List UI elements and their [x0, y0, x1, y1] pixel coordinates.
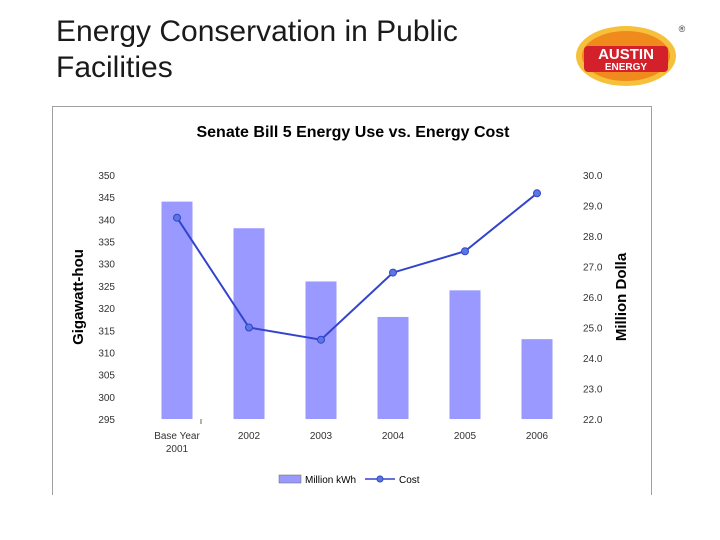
bar — [161, 201, 193, 419]
x-tick-labels: Base Year 2001 2002 2003 2004 2005 2006 — [154, 431, 548, 455]
chart-frame: Senate Bill 5 Energy Use vs. Energy Cost… — [52, 106, 652, 495]
right-tick-label: 23.0 — [583, 385, 603, 396]
y-axis-left-label: Gigawatt-hou — [70, 249, 87, 345]
legend-swatch-kwh — [278, 474, 302, 484]
left-tick-label: 300 — [98, 393, 115, 404]
bar — [521, 339, 553, 419]
legend-marker-cost — [376, 475, 384, 483]
right-tick-labels: 30.0 29.0 28.0 27.0 26.0 25.0 24.0 23.0 22.0 — [583, 171, 603, 426]
logo-band — [584, 46, 668, 72]
cost-point — [461, 247, 469, 256]
left-tick-label: 335 — [98, 238, 115, 249]
right-tick-label: 27.0 — [583, 263, 603, 274]
left-tick-label: 310 — [98, 348, 115, 359]
left-tick-label: 325 — [98, 282, 115, 293]
chart-title: Senate Bill 5 Energy Use vs. Energy Cost — [196, 124, 510, 141]
energy-chart: Senate Bill 5 Energy Use vs. Energy Cost… — [70, 124, 630, 486]
bar — [377, 316, 409, 419]
page-title: Energy Conservation in Public Facilities — [56, 15, 458, 84]
right-tick-label: 29.0 — [583, 202, 603, 213]
x-tick-label: 2004 — [382, 431, 405, 442]
legend: Million kWh Cost — [278, 474, 420, 486]
cost-point — [533, 189, 541, 198]
left-tick-label: 345 — [98, 193, 115, 204]
x-tick-label: 2003 — [310, 431, 333, 442]
left-tick-label: 320 — [98, 304, 115, 315]
left-tick-label: 330 — [98, 260, 115, 271]
right-tick-label: 22.0 — [583, 415, 603, 426]
austin-energy-logo: AUSTIN ENERGY ® — [574, 16, 690, 90]
x-tick-label: 2005 — [454, 431, 477, 442]
cost-point — [389, 268, 397, 277]
logo-text-energy: ENERGY — [605, 62, 648, 73]
right-tick-label: 28.0 — [583, 232, 603, 243]
left-tick-label: 340 — [98, 215, 115, 226]
cost-point — [173, 213, 181, 222]
left-tick-labels: 350 345 340 335 330 325 320 315 310 305 300 295 — [98, 171, 115, 426]
cost-series-line — [176, 192, 538, 341]
bar — [305, 281, 337, 419]
left-tick-label: 350 — [98, 171, 115, 182]
right-tick-label: 25.0 — [583, 324, 603, 335]
x-tick-label-sub: 2001 — [166, 444, 189, 455]
bars — [161, 201, 553, 424]
logo-text-austin: AUSTIN — [598, 46, 654, 63]
cost-line — [173, 189, 541, 344]
legend-label-cost: Cost — [399, 475, 420, 486]
y-axis-right-label: Million Dolla — [613, 252, 630, 341]
left-tick-label: 295 — [98, 415, 115, 426]
right-tick-label: 30.0 — [583, 171, 603, 182]
legend-label-kwh: Million kWh — [305, 475, 356, 486]
left-tick-label: 315 — [98, 326, 115, 337]
right-tick-label: 24.0 — [583, 354, 603, 365]
left-tick-label: 305 — [98, 371, 115, 382]
registered-mark: ® — [679, 24, 686, 34]
right-tick-label: 26.0 — [583, 293, 603, 304]
x-tick-label: 2002 — [238, 431, 261, 442]
bar — [449, 290, 481, 419]
cost-point — [245, 323, 253, 332]
cost-point — [317, 335, 325, 344]
x-tick-label: Base Year — [154, 431, 200, 442]
x-tick-label: 2006 — [526, 431, 549, 442]
